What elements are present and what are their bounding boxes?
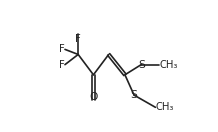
Text: F: F	[75, 34, 81, 44]
Text: CH₃: CH₃	[155, 102, 174, 112]
Text: S: S	[131, 90, 138, 100]
Text: F: F	[59, 44, 65, 54]
Text: CH₃: CH₃	[160, 60, 178, 70]
Text: S: S	[138, 60, 145, 70]
Text: O: O	[89, 92, 98, 102]
Text: F: F	[59, 60, 65, 70]
